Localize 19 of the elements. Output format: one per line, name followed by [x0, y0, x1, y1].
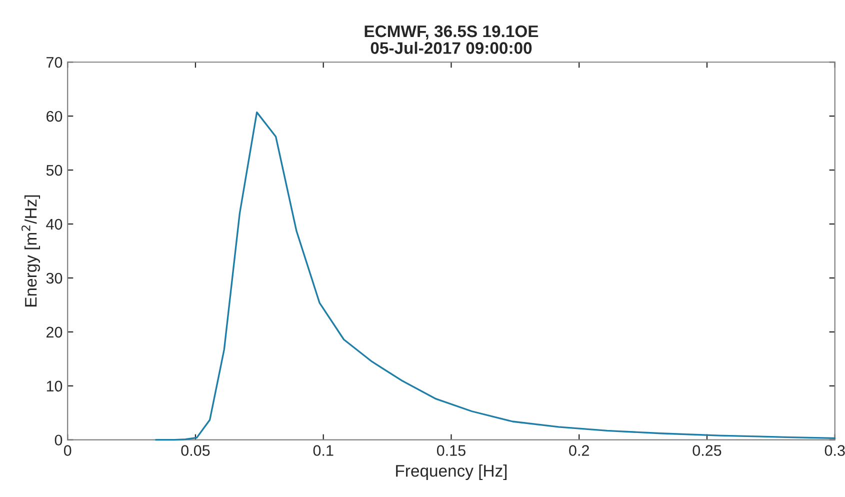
x-tick-label: 0.25	[692, 445, 722, 456]
x-tick-label: 0.2	[569, 445, 589, 456]
y-tick-label: 0	[54, 434, 62, 446]
y-tick-label: 40	[46, 218, 62, 230]
x-tick-label: 0.05	[181, 445, 210, 456]
y-tick-label: 30	[46, 272, 62, 284]
y-tick-label: 50	[46, 164, 62, 176]
y-tick-label: 60	[46, 110, 62, 122]
x-tick-label: 0	[64, 445, 72, 456]
x-tick-label: 0.1	[313, 445, 334, 456]
x-axis-title: Frequency [Hz]	[396, 464, 507, 480]
x-tick-label: 0.3	[824, 445, 845, 456]
y-tick-label: 70	[46, 56, 62, 68]
y-tick-label: 20	[46, 326, 62, 338]
y-axis-title: Energy [m$^{2}$/Hz]	[22, 195, 40, 306]
line-series	[155, 111, 836, 441]
y-tick-label: 10	[46, 380, 62, 392]
x-tick-label: 0.15	[436, 445, 466, 456]
chart-title: ECMWF, 36.5S 19.1OE 05-Jul-2017 09:00:00	[364, 25, 538, 54]
